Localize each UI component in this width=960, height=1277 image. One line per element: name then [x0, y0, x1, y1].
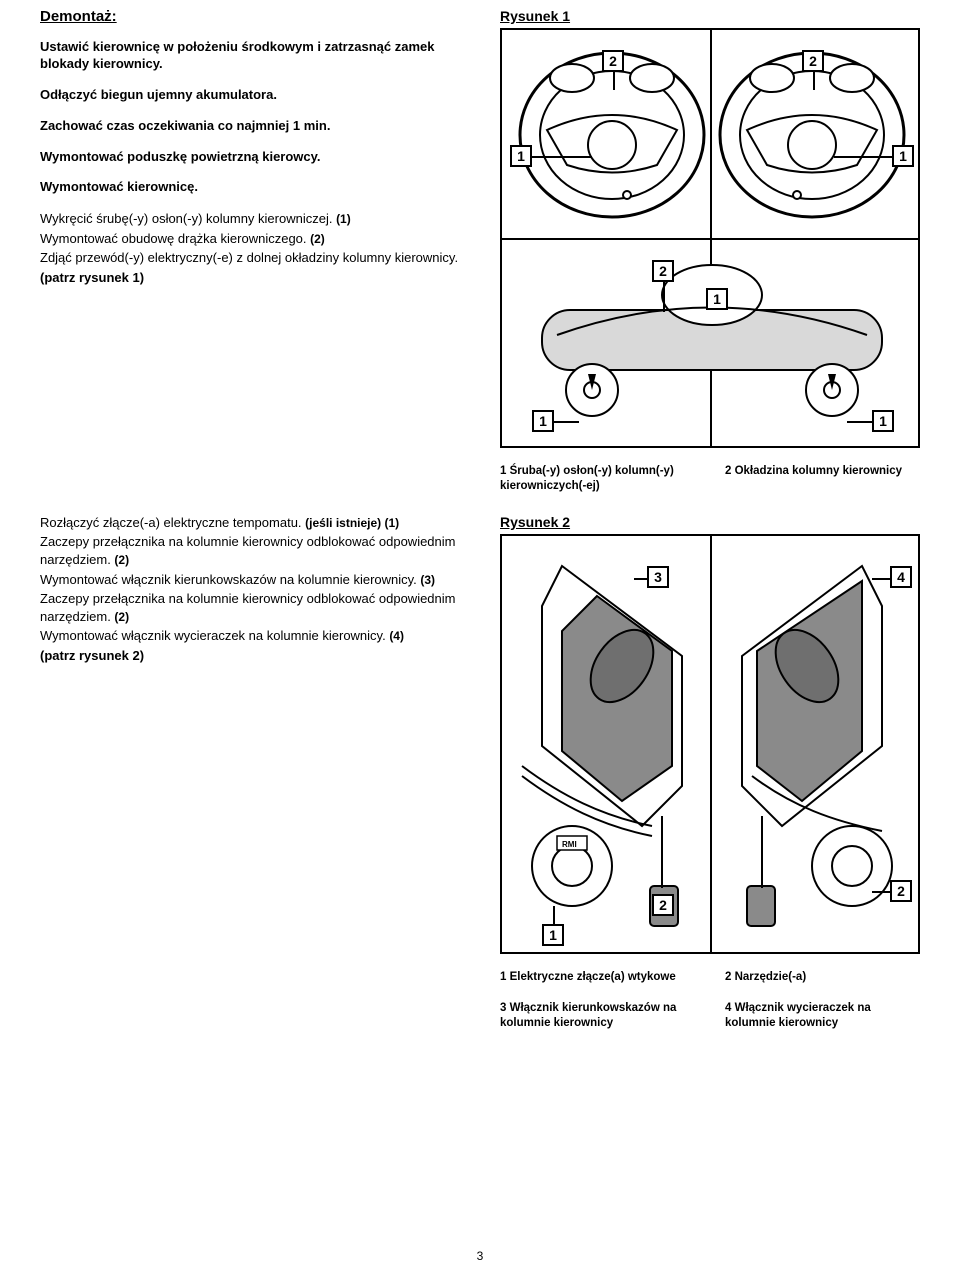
legend-item: 4 Włącznik wycieraczek na kolumnie kiero… — [725, 1001, 920, 1031]
para-bold: Wymontować kierownicę. — [40, 179, 470, 196]
ref-num: (1) — [336, 212, 351, 226]
callout-1: 1 — [532, 410, 554, 432]
instruction-text: Wykręcić śrubę(-y) osłon(-y) kolumny kie… — [40, 211, 336, 226]
para-bold: Ustawić kierownicę w położeniu środkowym… — [40, 39, 470, 73]
callout-2: 2 — [890, 880, 912, 902]
callout-2: 2 — [652, 894, 674, 916]
callout-2: 2 — [602, 50, 624, 72]
callout-1: 1 — [542, 924, 564, 946]
callout-1: 1 — [892, 145, 914, 167]
callout-3: 3 — [647, 566, 669, 588]
ref-num: (3) — [420, 573, 435, 587]
rmi-label: RMI — [562, 840, 577, 849]
callout-1: 1 — [872, 410, 894, 432]
para-bold: Zachować czas oczekiwania co najmniej 1 … — [40, 118, 470, 135]
para-bold: Wymontować poduszkę powietrzną kierowcy. — [40, 149, 470, 166]
legend-item: 1 Śruba(-y) osłon(-y) kolumn(-y) kierown… — [500, 464, 695, 494]
callout-2: 2 — [652, 260, 674, 282]
ref-num: (4) — [389, 629, 404, 643]
page-number: 3 — [477, 1249, 484, 1263]
instruction-text: Rozłączyć złącze(-a) elektryczne tempoma… — [40, 515, 305, 530]
instruction-text: Zaczepy przełącznika na kolumnie kierown… — [40, 534, 456, 567]
figure-title: Rysunek 2 — [500, 514, 920, 530]
instruction-text: Zdjąć przewód(-y) elektryczny(-e) z doln… — [40, 250, 458, 265]
figure-title: Rysunek 1 — [500, 8, 920, 24]
legend-item: 1 Elektryczne złącze(a) wtykowe — [500, 970, 695, 985]
callout-2: 2 — [802, 50, 824, 72]
callout-1: 1 — [706, 288, 728, 310]
figure-1: 2 2 1 1 2 1 1 1 — [500, 28, 920, 448]
figure-legend: 1 Śruba(-y) osłon(-y) kolumn(-y) kierown… — [500, 464, 920, 494]
legend-item: 2 Narzędzie(-a) — [725, 970, 920, 985]
figure-legend: 3 Włącznik kierunkowskazów na kolumnie k… — [500, 1001, 920, 1031]
para-bold: Odłączyć biegun ujemny akumulatora. — [40, 87, 470, 104]
see-figure: (patrz rysunek 1) — [40, 270, 144, 285]
section-title: Demontaż: — [40, 8, 470, 25]
legend-item: 3 Włącznik kierunkowskazów na kolumnie k… — [500, 1001, 695, 1031]
see-figure: (patrz rysunek 2) — [40, 648, 144, 663]
instruction-text: Wymontować włącznik wycieraczek na kolum… — [40, 628, 389, 643]
ref-num: (2) — [114, 610, 129, 624]
ref-num: (2) — [310, 232, 325, 246]
instruction-text: Zaczepy przełącznika na kolumnie kierown… — [40, 591, 456, 624]
legend-item: 2 Okładzina kolumny kierownicy — [725, 464, 920, 494]
callout-1: 1 — [510, 145, 532, 167]
instruction-text: Wymontować obudowę drążka kierowniczego. — [40, 231, 310, 246]
figure-legend: 1 Elektryczne złącze(a) wtykowe 2 Narzęd… — [500, 970, 920, 995]
figure-2: RMI — [500, 534, 920, 954]
ref-num: (jeśli istnieje) (1) — [305, 516, 399, 530]
callout-4: 4 — [890, 566, 912, 588]
instruction-text: Wymontować włącznik kierunkowskazów na k… — [40, 572, 420, 587]
ref-num: (2) — [114, 553, 129, 567]
